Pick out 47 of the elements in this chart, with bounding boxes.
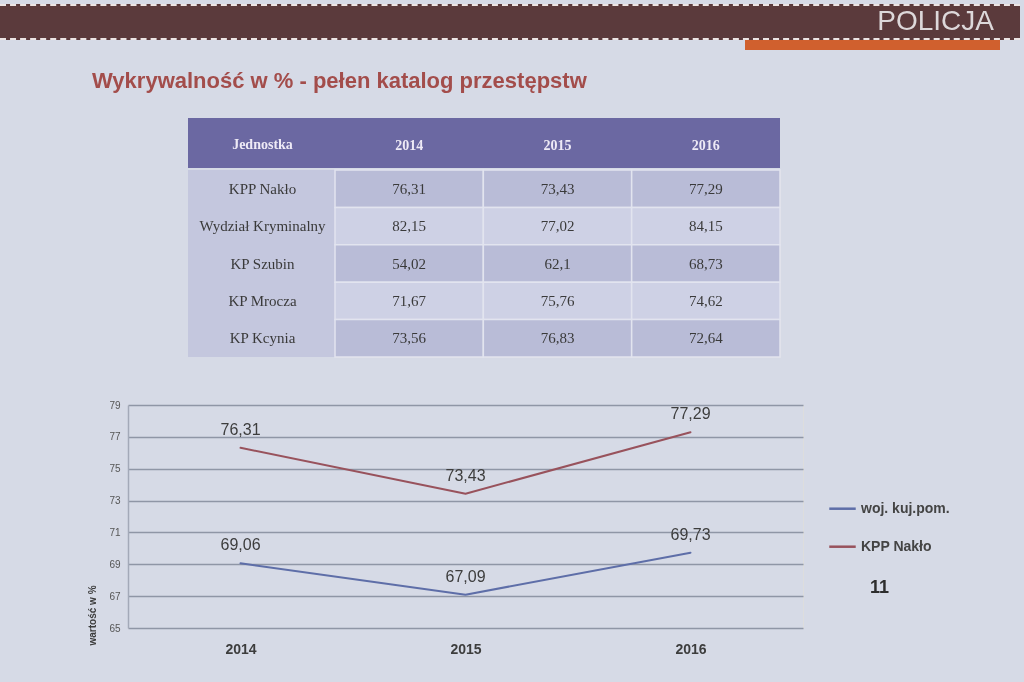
y-tick-label: KP Szubin [230,255,296,272]
x-tick-label: 2015 [543,137,572,153]
y-tick-label: 73 [109,495,121,507]
x-tick-label: 2016 [675,640,707,657]
data-label: 74,62 [688,292,723,309]
data-label: 76,83 [540,330,575,347]
data-label: 77,02 [540,218,575,235]
data-label: 73,43 [540,180,575,197]
x-tick-label: 2016 [691,137,720,153]
y-axis-title: Jednostka [232,136,293,152]
data-label: 69,73 [670,525,711,543]
data-label: 82,15 [392,218,427,235]
y-tick-label: 77 [109,431,121,443]
legend-label: woj. kuj.pom. [860,499,950,516]
legend-label: KPP Nakło [861,537,932,554]
x-tick-label: 2014 [395,137,424,153]
data-label: 71,67 [392,292,427,309]
x-tick-label: 2014 [225,640,257,657]
data-label: 73,43 [445,466,486,484]
data-label: 62,1 [544,255,571,272]
data-label: 76,31 [220,420,261,438]
y-tick-label: KP Kcynia [229,330,296,347]
y-axis-title: wartość w % [86,585,98,647]
data-label: 72,64 [688,330,724,347]
y-tick-label: KP Mrocza [228,292,297,309]
y-tick-label: 65 [109,622,121,634]
data-label: 84,15 [688,218,723,235]
y-tick-label: 75 [109,463,121,475]
y-tick-label: 69 [109,558,121,570]
text: POLICJA [877,5,994,36]
data-label: 75,76 [540,292,575,309]
y-tick-label: 67 [109,590,121,602]
data-label: 77,29 [688,180,723,197]
y-tick-label: KPP Nakło [228,180,297,197]
data-label: 73,56 [392,330,427,347]
data-label: 54,02 [392,255,427,272]
y-tick-label: 71 [109,526,121,538]
text: 11 [870,577,890,597]
x-tick-label: 2015 [450,640,482,657]
chart-title: Wykrywalność w % - pełen katalog przestępstw [92,68,588,93]
y-tick-label: Wydział Kryminalny [199,218,327,235]
y-tick-label: 79 [109,399,121,411]
data-label: 67,09 [445,567,486,585]
data-label: 77,29 [670,405,711,423]
data-label: 69,06 [220,536,261,554]
data-label: 68,73 [688,255,723,272]
data-label: 76,31 [392,180,427,197]
